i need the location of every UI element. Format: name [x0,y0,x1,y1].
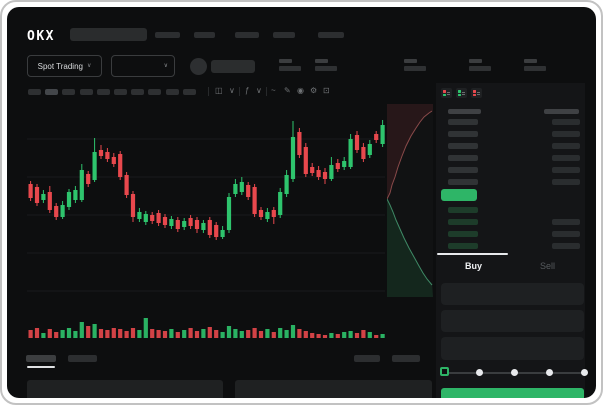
market-type-label: Spot Trading [37,61,83,71]
slider-step-dot[interactable] [476,369,483,376]
ask-amount-bar [552,131,580,137]
volume-chart[interactable] [27,301,385,338]
timeframe-button[interactable] [45,89,59,95]
depth-panel [387,104,433,297]
indicator-icon[interactable]: ƒ [245,86,250,95]
trading-app: OKX Spot Trading ∨ ∨ Buy Sell [7,7,596,398]
okx-logo: OKX [27,29,55,44]
bid-price-bar[interactable] [448,219,478,225]
ask-price-bar[interactable] [448,179,478,185]
order-book-amount-header [544,109,579,114]
ask-price-bar[interactable] [448,143,478,149]
draw-tool-icon[interactable]: ✎ [284,86,291,95]
chevron-down-icon[interactable]: ∨ [229,86,235,95]
orders-tab[interactable] [68,355,97,362]
timeframe-button[interactable] [165,89,179,95]
orders-table-placeholder [235,380,432,398]
price-field[interactable] [441,283,584,305]
book-asks-icon[interactable] [471,88,482,98]
tab-sell[interactable]: Sell [539,261,555,271]
slider-handle[interactable] [440,367,449,376]
toolbar-divider [266,87,267,96]
ask-amount-bar [552,143,580,149]
chevron-down-icon: ∨ [163,63,168,69]
orders-filter-pill[interactable] [392,355,420,362]
candle-style-icon[interactable]: ◫ [215,86,223,95]
bid-price-bar[interactable] [448,243,478,249]
coin-icon [190,58,207,75]
timeframe-button[interactable] [62,89,76,95]
book-bids-icon[interactable] [456,88,467,98]
nav-item-placeholder[interactable] [318,32,344,38]
timeframe-button[interactable] [79,89,93,95]
bid-price-bar[interactable] [448,231,478,237]
orders-tab-active[interactable] [26,355,56,362]
bid-amount-bar [552,219,580,225]
active-tab-indicator [437,253,508,255]
nav-item-placeholder[interactable] [194,32,215,38]
pair-name-placeholder [211,60,255,73]
market-stat-placeholder [404,59,430,71]
last-price-badge[interactable] [441,189,477,201]
market-type-dropdown[interactable]: Spot Trading ∨ [27,55,102,77]
timeframe-button[interactable] [182,89,196,95]
ask-price-bar[interactable] [448,155,478,161]
total-field[interactable] [441,337,584,360]
timeframe-button[interactable] [148,89,162,95]
slider-step-dot[interactable] [581,369,588,376]
pair-dropdown[interactable]: ∨ [111,55,175,77]
tab-buy[interactable]: Buy [464,261,482,271]
ask-price-bar[interactable] [448,119,478,125]
bid-amount-bar [552,243,580,249]
fullscreen-icon[interactable]: ⊡ [323,86,330,95]
timeframe-button[interactable] [28,89,41,95]
slider-step-dot[interactable] [546,369,553,376]
timeframe-button[interactable] [131,89,145,95]
timeframe-button[interactable] [114,89,127,95]
market-stat-placeholder [315,59,341,71]
active-bottom-tab-indicator [27,366,55,368]
buy-submit-button[interactable] [441,388,584,398]
ask-amount-bar [552,167,580,173]
nav-item-placeholder[interactable] [155,32,180,38]
nav-item-placeholder[interactable] [273,32,295,38]
ask-amount-bar [552,155,580,161]
chevron-down-icon[interactable]: ∨ [256,86,262,95]
bid-price-bar[interactable] [448,207,478,213]
ask-price-bar[interactable] [448,167,478,173]
market-stat-placeholder [524,59,550,71]
market-stat-placeholder [469,59,495,71]
bid-amount-bar [552,231,580,237]
orders-filter-pill[interactable] [354,355,380,362]
nav-item-placeholder[interactable] [235,32,259,38]
depth-chart[interactable] [387,104,433,297]
settings-gear-icon[interactable]: ⚙ [310,86,318,95]
ask-amount-bar [552,179,580,185]
toolbar-divider [208,87,209,96]
line-tool-icon[interactable]: ~ [271,86,276,95]
slider-step-dot[interactable] [511,369,518,376]
camera-icon[interactable]: ◉ [297,86,304,95]
amount-field[interactable] [441,310,584,332]
chevron-down-icon: ∨ [86,63,92,69]
toolbar-divider [239,87,240,96]
ask-amount-bar [552,119,580,125]
book-both-icon[interactable] [441,88,452,98]
search-input[interactable] [70,28,147,41]
ask-price-bar[interactable] [448,131,478,137]
price-chart[interactable] [27,103,385,299]
order-book-price-header [448,109,481,114]
market-stat-placeholder [279,59,305,71]
timeframe-button[interactable] [96,89,110,95]
orders-table-placeholder [27,380,223,398]
